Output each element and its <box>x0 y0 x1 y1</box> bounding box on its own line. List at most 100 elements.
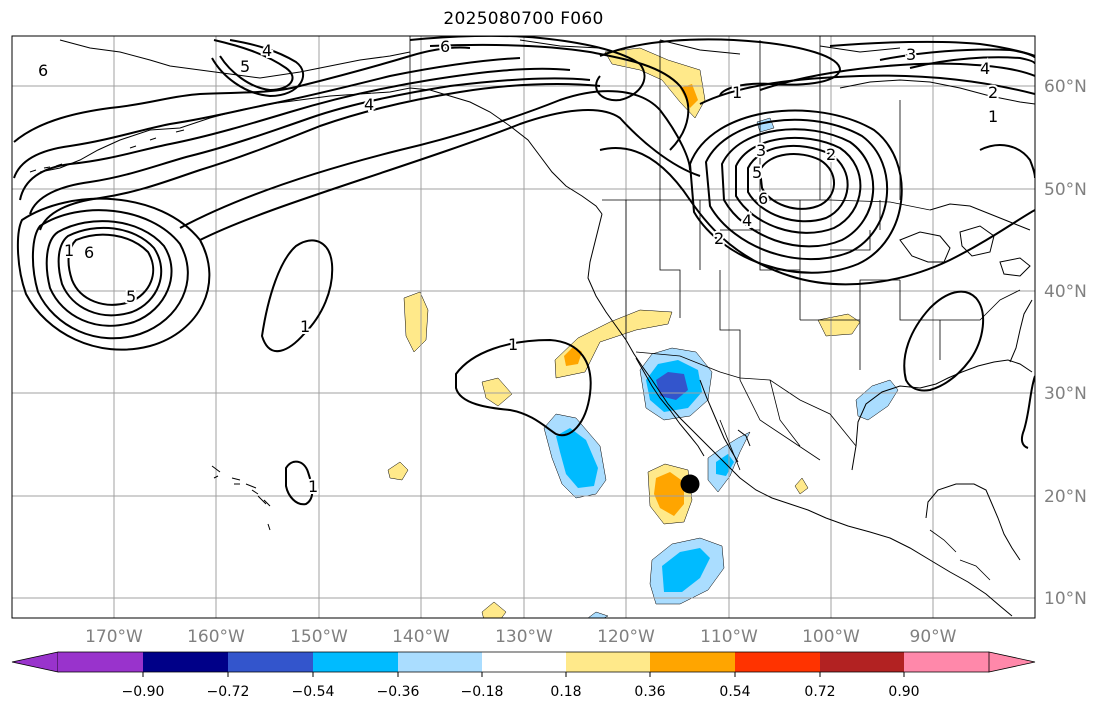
contour-line <box>409 36 646 102</box>
positive-anomaly-patch <box>794 477 809 495</box>
colorbar-bin <box>820 652 904 672</box>
longitude-label: 160°W <box>187 627 245 647</box>
latitude-label: 40°N <box>1044 282 1087 302</box>
canadian-arctic-islands <box>519 39 901 55</box>
negative-anomaly-patch <box>587 611 609 618</box>
contour-line <box>759 62 1035 91</box>
colorbar-tick-label: 0.54 <box>719 684 750 700</box>
longitude-label: 100°W <box>802 627 860 647</box>
longitude-label: 130°W <box>495 627 553 647</box>
positive-anomaly-core <box>654 472 684 516</box>
positive-anomaly-patch <box>403 291 429 353</box>
contour-line <box>199 109 701 241</box>
contour-line <box>599 38 842 97</box>
longitude-labels: 170°W 160°W 150°W 140°W 130°W 120°W 110°… <box>85 627 957 647</box>
colorbar-tick-label: 0.36 <box>634 684 665 700</box>
contour-line <box>455 338 592 437</box>
mexico-state-borders <box>719 379 821 471</box>
longitude-label: 150°W <box>290 627 348 647</box>
latitude-label: 30°N <box>1044 384 1087 404</box>
contour-label: 1 <box>508 335 518 354</box>
contour-label: 5 <box>240 57 250 76</box>
contour-label: 6 <box>758 189 768 208</box>
colorbar-bin <box>482 652 566 672</box>
contour-label: 2 <box>988 83 998 102</box>
contour-line <box>429 43 690 151</box>
alaska-coastline <box>39 87 603 215</box>
colorbar-tick-label: 0.18 <box>550 684 581 700</box>
longitude-label: 90°W <box>910 627 957 647</box>
colorbar-bin <box>143 652 228 672</box>
positive-anomaly-patch <box>481 377 513 407</box>
contour-label: 6 <box>38 61 48 80</box>
contour-label: 1 <box>308 477 318 496</box>
colorbar-bin <box>650 652 735 672</box>
colorbar-bin <box>735 652 820 672</box>
baja-california <box>635 357 751 463</box>
us-canada-border <box>602 199 931 211</box>
us-mexico-border <box>635 351 857 447</box>
pacific-coast-north-america <box>587 213 1013 617</box>
positive-anomaly-patch <box>481 601 507 618</box>
colorbar-tick-label: −0.18 <box>461 684 504 700</box>
latitude-label: 50°N <box>1044 180 1087 200</box>
contour-line <box>735 137 862 234</box>
colorbar-bin <box>58 652 144 672</box>
contour-label: 1 <box>64 241 74 260</box>
contour-line <box>19 67 571 201</box>
colorbar-tick-label: −0.72 <box>207 684 250 700</box>
latitude-label: 20°N <box>1044 487 1087 507</box>
colorbar-bin <box>228 652 313 672</box>
contour-label: 5 <box>126 287 136 306</box>
storm-center-dot <box>680 474 700 494</box>
contour-line <box>758 153 835 210</box>
contour-line <box>599 147 1035 286</box>
contour-line <box>45 220 173 327</box>
contour-label: 1 <box>988 107 998 126</box>
colorbar-tick-label: 0.90 <box>888 684 919 700</box>
contour-label: 6 <box>440 37 450 56</box>
central-america-borders <box>929 529 991 581</box>
colorbar-bin <box>398 652 482 672</box>
map-title: 2025080700 F060 <box>443 9 604 29</box>
contour-label: 1 <box>732 83 742 102</box>
colorbar-tick-label: −0.90 <box>122 684 165 700</box>
contour-line <box>704 118 889 261</box>
yucatan-coast <box>925 483 1021 561</box>
contour-line <box>16 197 211 351</box>
longitude-label: 120°W <box>597 627 655 647</box>
contour-line <box>260 239 334 353</box>
hudson-bay-coast <box>839 79 1035 105</box>
contour-label: 4 <box>262 41 272 60</box>
graticule <box>12 36 1035 618</box>
contour-label-layer: 6 4 5 6 4 3 4 2 1 1 3 5 6 4 2 2 1 6 5 1 … <box>36 35 1000 498</box>
contour-line <box>211 39 305 98</box>
contour-line <box>31 209 189 340</box>
hawaii-islands <box>213 475 271 531</box>
colorbar: −0.90 −0.72 −0.54 −0.36 −0.18 0.18 0.36 … <box>11 651 1036 700</box>
contour-line <box>1020 375 1035 449</box>
contour-line <box>903 290 985 392</box>
contour-line <box>720 128 874 248</box>
contour-line <box>57 226 163 317</box>
gulf-of-mexico-coast <box>851 359 1033 471</box>
contour-label: 5 <box>752 163 762 182</box>
positive-anomaly-patch <box>817 313 861 337</box>
colorbar-tick-label: −0.36 <box>377 684 420 700</box>
contour-label: 2 <box>826 145 836 164</box>
contour-label: 3 <box>906 45 916 64</box>
anomaly-fill-layer <box>387 47 899 618</box>
positive-anomaly-patch <box>604 47 706 119</box>
colorbar-over-triangle <box>988 651 1036 673</box>
contour-line <box>699 74 1035 105</box>
positive-anomaly-patch <box>387 461 409 481</box>
contour-line <box>213 39 294 92</box>
latitude-label: 60°N <box>1044 77 1087 97</box>
great-lakes <box>899 225 1031 277</box>
contour-label: 4 <box>742 211 752 230</box>
colorbar-tick-label: −0.54 <box>292 684 335 700</box>
contour-label: 6 <box>84 243 94 262</box>
contour-line <box>13 57 521 179</box>
contour-label: 1 <box>300 317 310 336</box>
colorbar-outline <box>58 651 989 673</box>
